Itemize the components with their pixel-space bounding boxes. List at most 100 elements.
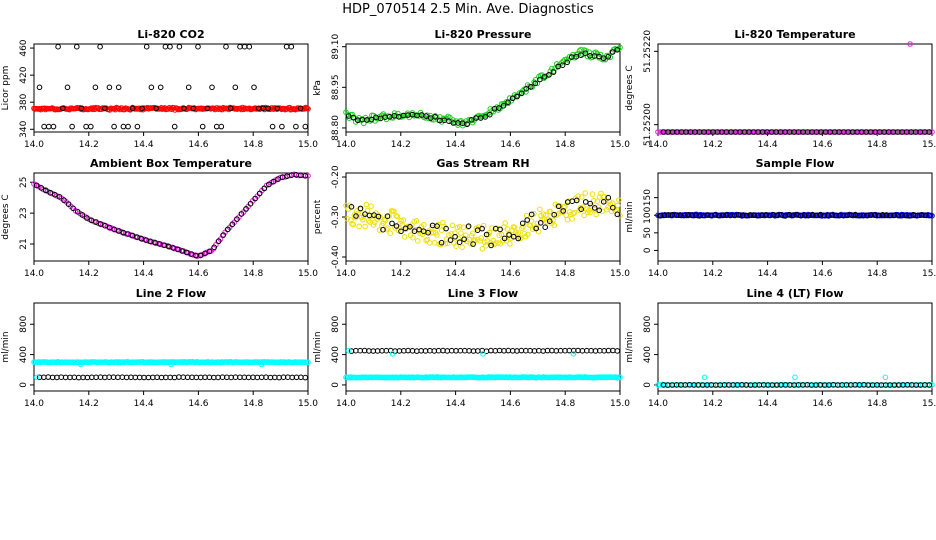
data-point	[266, 181, 272, 188]
x-tick-label: 15.0	[922, 269, 936, 279]
data-point	[792, 374, 798, 381]
data-point	[288, 43, 295, 50]
data-point	[515, 235, 522, 242]
panel-1: Li-820 CO2 Licor ppm 340 380 420 460 14.0 14.2 1…	[1, 28, 318, 150]
data-point	[432, 114, 439, 120]
data-point	[517, 235, 524, 241]
data-point	[523, 86, 530, 92]
data-point	[559, 62, 566, 68]
data-point	[275, 176, 281, 182]
data-point	[190, 105, 197, 112]
data-point	[376, 227, 383, 233]
data-point	[88, 123, 94, 130]
data-point	[821, 212, 828, 219]
data-point	[252, 195, 258, 202]
data-point	[33, 182, 40, 189]
data-point	[102, 105, 108, 112]
data-point	[521, 230, 528, 237]
data-point	[459, 244, 465, 250]
data-point	[617, 212, 623, 219]
y-tick-label: 50	[643, 227, 653, 239]
data-point	[805, 212, 812, 219]
data-point	[399, 222, 406, 228]
data-point	[565, 198, 572, 204]
plot-frame	[657, 302, 933, 392]
data-point	[728, 212, 734, 219]
data-point	[755, 212, 761, 219]
series-2	[660, 129, 933, 135]
data-point	[56, 194, 63, 200]
data-point	[833, 212, 839, 219]
data-point	[106, 84, 113, 91]
data-point	[817, 212, 824, 218]
x-tick-label: 14.4	[446, 269, 466, 279]
data-point	[46, 123, 52, 130]
y-tick-label: 23	[19, 207, 29, 218]
data-point	[251, 84, 257, 91]
data-point	[74, 43, 80, 50]
data-point	[209, 84, 215, 91]
data-point	[514, 93, 520, 100]
data-point	[525, 231, 531, 238]
data-point	[269, 123, 276, 130]
data-point	[704, 212, 711, 218]
x-tick-label: 14.2	[391, 399, 411, 409]
data-point	[265, 105, 271, 112]
panel-title: Li-820 Temperature	[734, 28, 855, 41]
data-point	[134, 123, 141, 130]
data-point	[542, 224, 549, 230]
x-tick-label: 15.0	[610, 269, 630, 279]
data-point	[279, 123, 285, 130]
data-point	[449, 222, 456, 229]
data-point	[701, 374, 708, 381]
x-tick-label: 14.4	[446, 399, 466, 409]
data-point	[605, 194, 612, 201]
data-point	[590, 198, 597, 204]
series-1	[31, 104, 311, 113]
data-point	[770, 212, 777, 218]
series-2	[348, 347, 621, 355]
data-point	[256, 190, 263, 197]
data-point	[410, 234, 416, 241]
series-3	[33, 361, 265, 381]
data-point	[600, 199, 607, 205]
plot-frame	[33, 302, 309, 392]
data-point	[153, 105, 159, 112]
x-tick-label: 14.4	[134, 269, 154, 279]
data-point	[482, 114, 489, 120]
data-point	[36, 84, 43, 91]
data-point	[115, 84, 122, 91]
data-point	[860, 212, 866, 219]
data-point	[391, 110, 398, 116]
data-point	[102, 222, 108, 229]
data-point	[97, 221, 104, 227]
panel-2: Li-820 Pressure kPa 88.80 88.95 89.10 14.0 14.…	[313, 28, 630, 150]
data-point	[345, 113, 352, 119]
data-point	[546, 72, 552, 78]
y-tick-label: 420	[19, 66, 29, 83]
x-tick-label: 15.0	[298, 269, 318, 279]
data-point	[52, 192, 58, 198]
data-point	[111, 226, 117, 233]
x-tick-label: 14.6	[812, 140, 832, 150]
data-point	[872, 212, 878, 218]
data-point	[50, 123, 57, 130]
data-point	[766, 212, 773, 219]
data-point	[891, 212, 898, 219]
data-point	[689, 212, 695, 219]
plot-frame	[345, 302, 621, 392]
y-tick-label: 0	[643, 247, 653, 253]
plot-frame	[657, 43, 933, 133]
data-point	[401, 234, 408, 240]
panel-7: Line 2 Flow ml/min 0 400 800 14.0 14.2 14.4 14.6…	[1, 287, 318, 409]
data-point	[929, 129, 935, 135]
data-point	[518, 90, 525, 97]
data-point	[229, 221, 236, 227]
data-point	[162, 43, 169, 50]
data-point	[763, 212, 769, 218]
data-point	[720, 212, 726, 218]
data-point	[214, 105, 221, 111]
data-point	[423, 113, 429, 119]
y-tick-label: 800	[643, 315, 653, 332]
